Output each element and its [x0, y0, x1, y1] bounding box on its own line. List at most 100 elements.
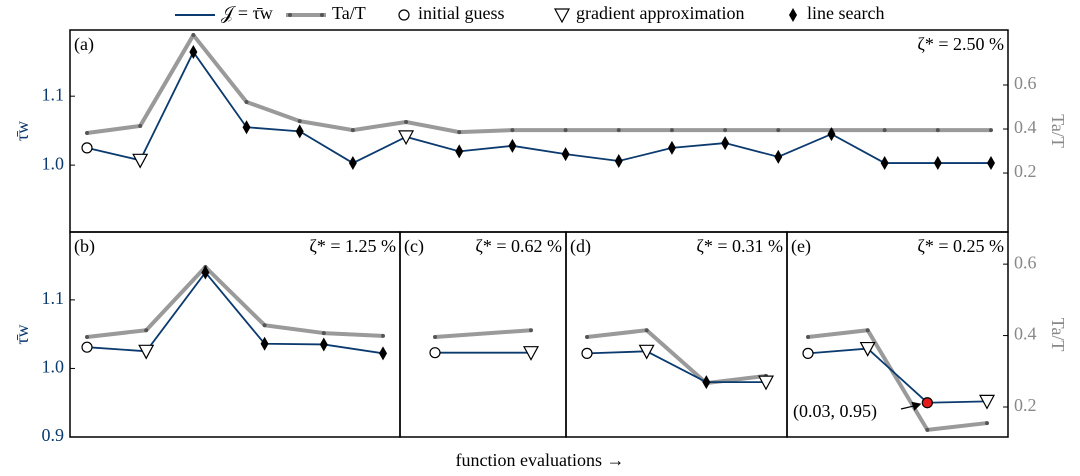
panel-label: (b) [74, 236, 95, 257]
panel-note: ζ* = 2.50 % [917, 34, 1004, 54]
ratio-line [434, 328, 532, 339]
objective-line [86, 270, 384, 355]
ratio-dot [882, 128, 887, 133]
objective-marker [260, 336, 269, 351]
panel-note: ζ* = 0.62 % [475, 236, 562, 256]
ratio-dot [85, 335, 89, 339]
y2-tick-label: 0.2 [1014, 395, 1037, 415]
objective-marker [757, 375, 775, 391]
ratio-dot [138, 123, 143, 128]
ratio-dot [350, 128, 355, 133]
objective-marker [880, 156, 889, 171]
annotation-arrowhead [911, 401, 922, 411]
legend-dot [320, 13, 324, 17]
ratio-line [807, 328, 988, 432]
ratio-dot [563, 128, 568, 133]
objective-marker [638, 344, 655, 360]
ratio-dot [806, 335, 810, 339]
ratio-dot [321, 331, 326, 336]
y-tick-label: 1.1 [42, 84, 65, 104]
y-tick-label: 1.0 [42, 357, 65, 377]
objective-marker [774, 149, 783, 164]
objective-marker [987, 156, 995, 171]
panel-note: ζ* = 0.31 % [696, 236, 783, 256]
objective-marker [933, 156, 942, 171]
objective-marker [138, 344, 155, 360]
ratio-line [86, 33, 991, 135]
ratio-line [586, 328, 767, 386]
ratio-dot [144, 328, 149, 333]
objective-marker [81, 341, 93, 353]
ratio-dot [925, 427, 930, 432]
y2-tick-label: 0.2 [1014, 161, 1037, 181]
objective-marker [379, 346, 387, 361]
y-axis-label: τ̄w [12, 121, 32, 141]
objective-marker [978, 394, 996, 410]
objective-marker [319, 337, 328, 352]
objective-marker [827, 127, 836, 142]
objective-marker [348, 156, 357, 171]
ratio-dot [776, 128, 781, 133]
ratio-dot [457, 130, 462, 135]
ratio-dot [191, 33, 196, 38]
ratio-line [86, 265, 384, 339]
objective-line [807, 347, 988, 404]
objective-marker [242, 120, 251, 135]
legend-marker [789, 8, 797, 22]
legend-label: initial guess [418, 3, 505, 23]
ratio-dot [297, 119, 302, 124]
objective-marker [81, 142, 93, 154]
legend-label: line search [807, 3, 884, 23]
ratio-dot [404, 119, 409, 124]
objective-marker [802, 347, 814, 359]
objective-marker [189, 45, 198, 60]
ratio-dot [989, 128, 993, 133]
y2-tick-label: 0.6 [1014, 73, 1037, 93]
legend-marker [398, 9, 410, 21]
objective-marker [581, 347, 593, 359]
legend-label: gradient approximation [576, 3, 744, 23]
ratio-dot [723, 128, 728, 133]
ratio-dot [669, 128, 674, 133]
objective-marker [667, 140, 676, 155]
objective-line [586, 350, 766, 384]
ratio-dot [865, 328, 870, 333]
ratio-dot [433, 335, 437, 339]
objective-marker [702, 375, 711, 390]
objective-marker [398, 130, 415, 146]
panel-label: (c) [404, 236, 424, 257]
y2-tick-label: 0.4 [1014, 324, 1037, 344]
ratio-dot [529, 328, 533, 333]
panel-frame [786, 231, 1009, 438]
objective-marker [295, 124, 304, 139]
panel-label: (d) [570, 236, 591, 257]
y-tick-label: 1.1 [42, 288, 65, 308]
objective-marker [614, 153, 623, 168]
legend-label: 𝒥 = τ̄w [221, 3, 273, 23]
objective-marker [429, 347, 441, 359]
ratio-dot [644, 328, 649, 333]
y-tick-label: 0.9 [42, 425, 65, 445]
y2-tick-label: 0.6 [1014, 252, 1037, 272]
ratio-dot [616, 128, 621, 133]
legend-dot [288, 13, 292, 17]
y2-axis-label: Ta/T [1048, 114, 1068, 148]
objective-marker [508, 138, 517, 153]
ratio-dot [510, 128, 515, 133]
objective-marker [921, 397, 933, 409]
x-axis-label: function evaluations → [456, 450, 625, 470]
objective-marker [522, 346, 540, 361]
annotation: (0.03, 0.95) [793, 401, 877, 422]
objective-line [86, 50, 991, 165]
y-tick-label: 1.0 [42, 153, 65, 173]
y2-tick-label: 0.4 [1014, 117, 1037, 137]
objective-marker [132, 153, 149, 169]
y2-axis-label: Ta/T [1048, 318, 1068, 352]
panel-note: ζ* = 1.25 % [309, 236, 396, 256]
ratio-dot [985, 421, 989, 426]
objective-marker [455, 144, 464, 159]
ratio-dot [244, 99, 249, 104]
legend-marker [553, 8, 571, 24]
